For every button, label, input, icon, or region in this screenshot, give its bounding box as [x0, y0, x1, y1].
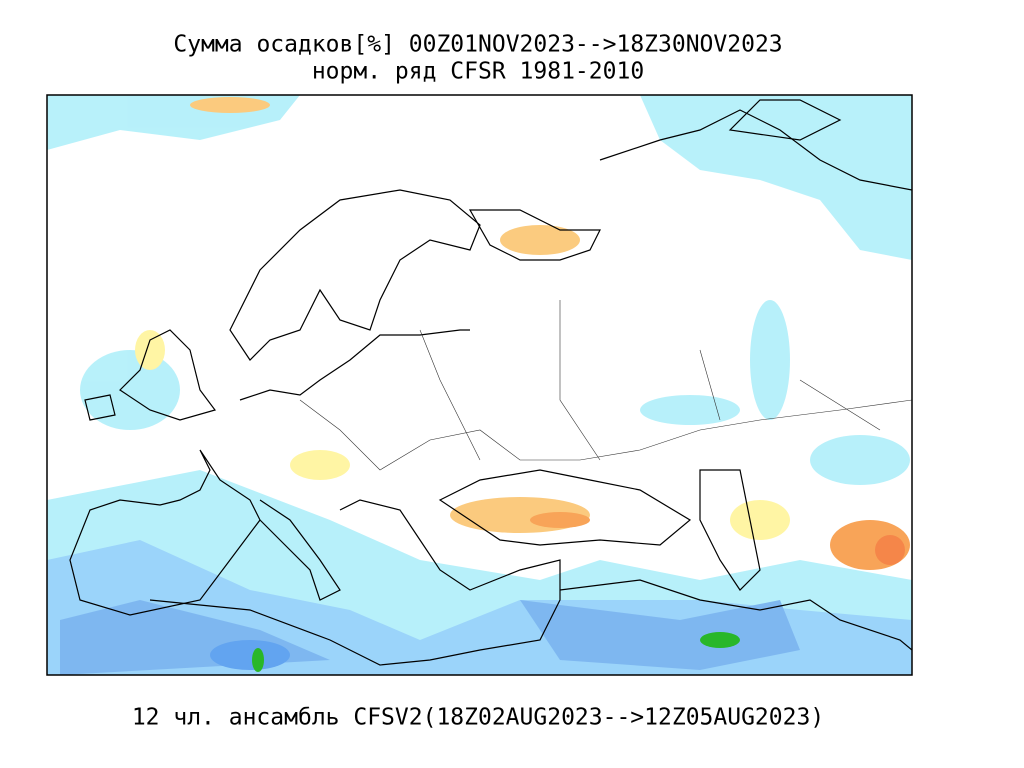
subtitle: норм. ряд CFSR 1981-2010	[312, 59, 644, 85]
map-area	[47, 95, 912, 675]
title: Сумма осадков[%] 00Z01NOV2023-->18Z30NOV…	[173, 32, 782, 58]
map-frame	[46, 94, 913, 676]
footer: 12 чл. ансамбль CFSV2(18Z02AUG2023-->12Z…	[132, 705, 824, 731]
